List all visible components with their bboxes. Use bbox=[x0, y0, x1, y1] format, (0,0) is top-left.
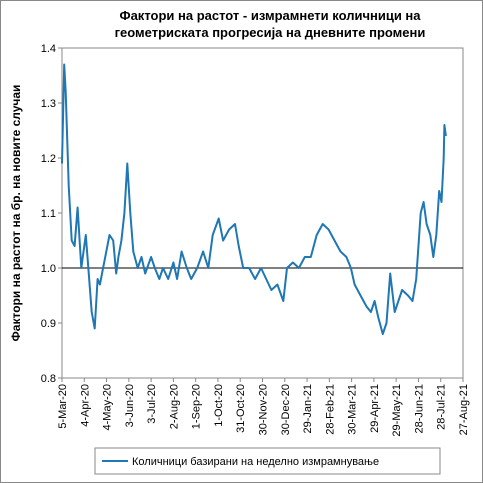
x-tick-label: 30-Dec-20 bbox=[280, 384, 292, 435]
x-tick-label: 29-May-21 bbox=[391, 384, 403, 437]
y-tick-label: 0.9 bbox=[41, 318, 56, 330]
x-tick-label: 30-Mar-21 bbox=[347, 384, 359, 435]
legend-label: Количници базирани на неделно измрамнува… bbox=[132, 456, 379, 468]
y-tick-label: 1.2 bbox=[41, 153, 56, 165]
series-line bbox=[61, 63, 447, 335]
x-tick-label: 1-Oct-20 bbox=[213, 384, 225, 427]
x-tick-label: 30-Nov-20 bbox=[258, 384, 270, 435]
y-tick-label: 1.4 bbox=[41, 43, 56, 55]
x-tick-label: 1-Sep-20 bbox=[191, 384, 203, 429]
x-tick-label: 29-Apr-21 bbox=[369, 384, 381, 433]
x-tick-label: 28-Jul-21 bbox=[436, 384, 448, 430]
x-tick-label: 28-Feb-21 bbox=[324, 384, 336, 435]
x-tick-label: 3-Jul-20 bbox=[146, 384, 158, 424]
y-axis-label: Фактори на растот на бр. на новите случа… bbox=[9, 85, 23, 342]
x-tick-label: 29-Jan-21 bbox=[302, 384, 314, 434]
y-tick-label: 1.0 bbox=[41, 263, 56, 275]
chart-title: геометриската прогресија на дневните про… bbox=[115, 25, 426, 40]
legend-box bbox=[94, 447, 441, 475]
x-tick-label: 5-Mar-20 bbox=[57, 384, 69, 429]
y-tick-label: 1.3 bbox=[41, 98, 56, 110]
x-tick-label: 4-May-20 bbox=[102, 384, 114, 430]
chart-title: Фактори на растот - измрамнети количници… bbox=[119, 8, 421, 23]
x-tick-label: 31-Oct-20 bbox=[235, 384, 247, 433]
x-tick-label: 27-Aug-21 bbox=[458, 384, 470, 435]
y-tick-label: 1.1 bbox=[41, 208, 56, 220]
y-tick-label: 0.8 bbox=[41, 373, 56, 385]
x-tick-label: 3-Jun-20 bbox=[124, 384, 136, 427]
x-tick-label: 4-Apr-20 bbox=[79, 384, 91, 427]
x-tick-label: 28-Jun-21 bbox=[413, 384, 425, 434]
x-tick-label: 2-Aug-20 bbox=[168, 384, 180, 429]
